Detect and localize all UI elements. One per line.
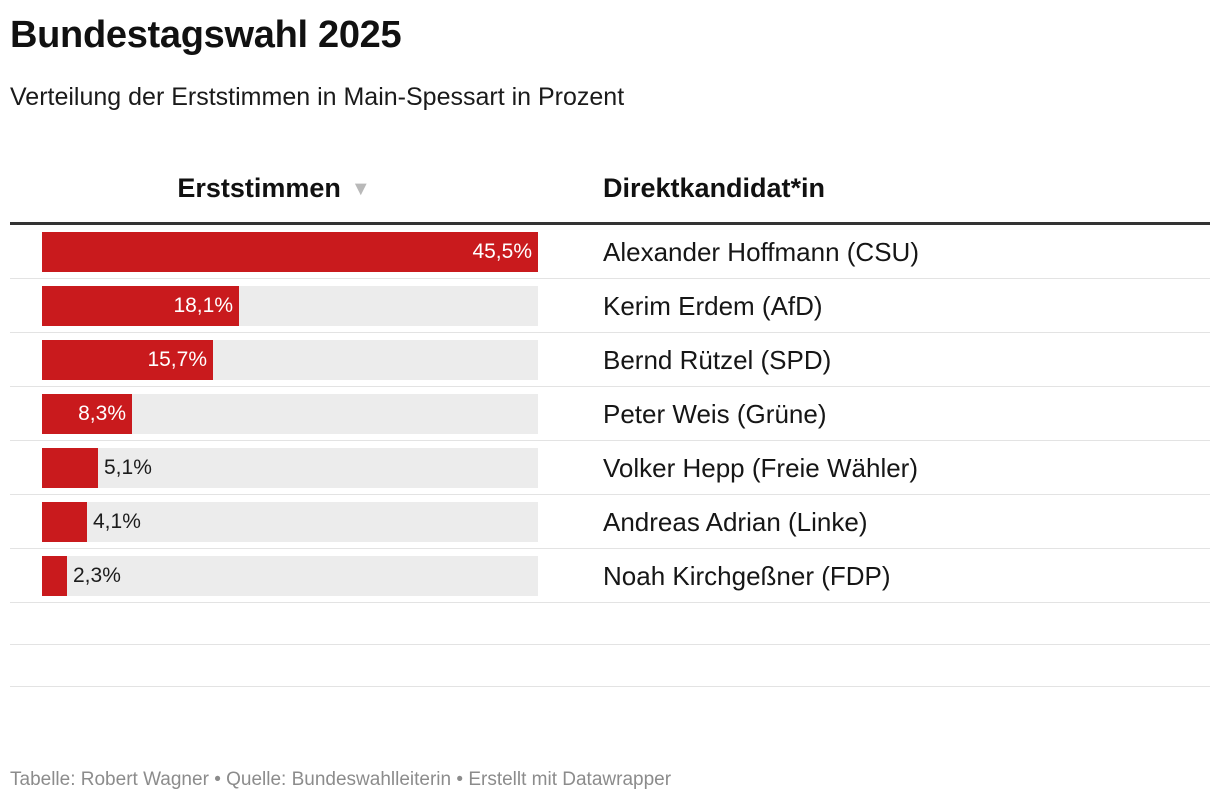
candidate-name: Peter Weis (Grüne) bbox=[603, 399, 827, 429]
bar-value-label: 15,7% bbox=[147, 348, 207, 371]
bar-value-label: 4,1% bbox=[93, 510, 141, 533]
chart-footer: Tabelle: Robert Wagner • Quelle: Bundesw… bbox=[10, 768, 671, 792]
results-table: Erststimmen ▼ Direktkandidat*in 45,5% Alex… bbox=[10, 160, 1210, 687]
table-row: 15,7% Bernd Rützel (SPD) bbox=[10, 333, 1210, 387]
table-row: 4,1% Andreas Adrian (Linke) bbox=[10, 495, 1210, 549]
candidate-name: Kerim Erdem (AfD) bbox=[603, 291, 823, 321]
bar-value-label: 8,3% bbox=[78, 402, 126, 425]
bar-track: 2,3% bbox=[42, 556, 538, 596]
footer-tool: Erstellt mit Datawrapper bbox=[468, 769, 672, 790]
bar-track: 5,1% bbox=[42, 448, 538, 488]
column-header-direktkandidat[interactable]: Direktkandidat*in bbox=[603, 170, 825, 206]
table-row: 8,3% Peter Weis (Grüne) bbox=[10, 387, 1210, 441]
bar-track: 15,7% bbox=[42, 340, 538, 380]
footer-source: Quelle: Bundeswahlleiterin bbox=[226, 769, 452, 790]
footer-table-credit: Tabelle: Robert Wagner bbox=[10, 769, 209, 790]
column-header-erststimmen-label: Erststimmen bbox=[177, 173, 341, 203]
chart-subtitle: Verteilung der Erststimmen in Main-Spess… bbox=[10, 83, 625, 111]
sort-descending-icon: ▼ bbox=[350, 178, 371, 200]
candidate-name: Noah Kirchgeßner (FDP) bbox=[603, 561, 891, 591]
bar bbox=[42, 448, 98, 488]
bar bbox=[42, 556, 67, 596]
bar bbox=[42, 502, 87, 542]
bar-value-label: 45,5% bbox=[472, 240, 532, 263]
bar-value-label: 2,3% bbox=[73, 564, 121, 587]
empty-row bbox=[10, 645, 1210, 687]
bar bbox=[42, 340, 213, 380]
table-row: 45,5% Alexander Hoffmann (CSU) bbox=[10, 225, 1210, 279]
bar-track: 45,5% bbox=[42, 232, 538, 272]
table-header: Erststimmen ▼ Direktkandidat*in bbox=[10, 160, 1210, 225]
candidate-name: Andreas Adrian (Linke) bbox=[603, 507, 868, 537]
table-row: 18,1% Kerim Erdem (AfD) bbox=[10, 279, 1210, 333]
bar-value-label: 18,1% bbox=[173, 294, 233, 317]
footer-separator: • bbox=[456, 769, 464, 790]
column-header-direktkandidat-label: Direktkandidat*in bbox=[603, 173, 826, 203]
candidate-name: Bernd Rützel (SPD) bbox=[603, 345, 832, 375]
table-body: 45,5% Alexander Hoffmann (CSU) 18,1% Kerim … bbox=[10, 225, 1210, 603]
column-header-erststimmen[interactable]: Erststimmen ▼ bbox=[10, 170, 538, 207]
footer-separator: • bbox=[214, 769, 221, 790]
bar-track: 18,1% bbox=[42, 286, 538, 326]
table-row: 2,3% Noah Kirchgeßner (FDP) bbox=[10, 549, 1210, 603]
bar-value-label: 5,1% bbox=[104, 456, 152, 479]
chart-title: Bundestagswahl 2025 bbox=[10, 14, 402, 56]
bar-track: 8,3% bbox=[42, 394, 538, 434]
candidate-name: Volker Hepp (Freie Wähler) bbox=[603, 453, 918, 483]
candidate-name: Alexander Hoffmann (CSU) bbox=[603, 237, 919, 267]
bar bbox=[42, 286, 239, 326]
bar bbox=[42, 232, 538, 272]
bar bbox=[42, 394, 132, 434]
empty-row bbox=[10, 603, 1210, 645]
table-row: 5,1% Volker Hepp (Freie Wähler) bbox=[10, 441, 1210, 495]
bar-track: 4,1% bbox=[42, 502, 538, 542]
